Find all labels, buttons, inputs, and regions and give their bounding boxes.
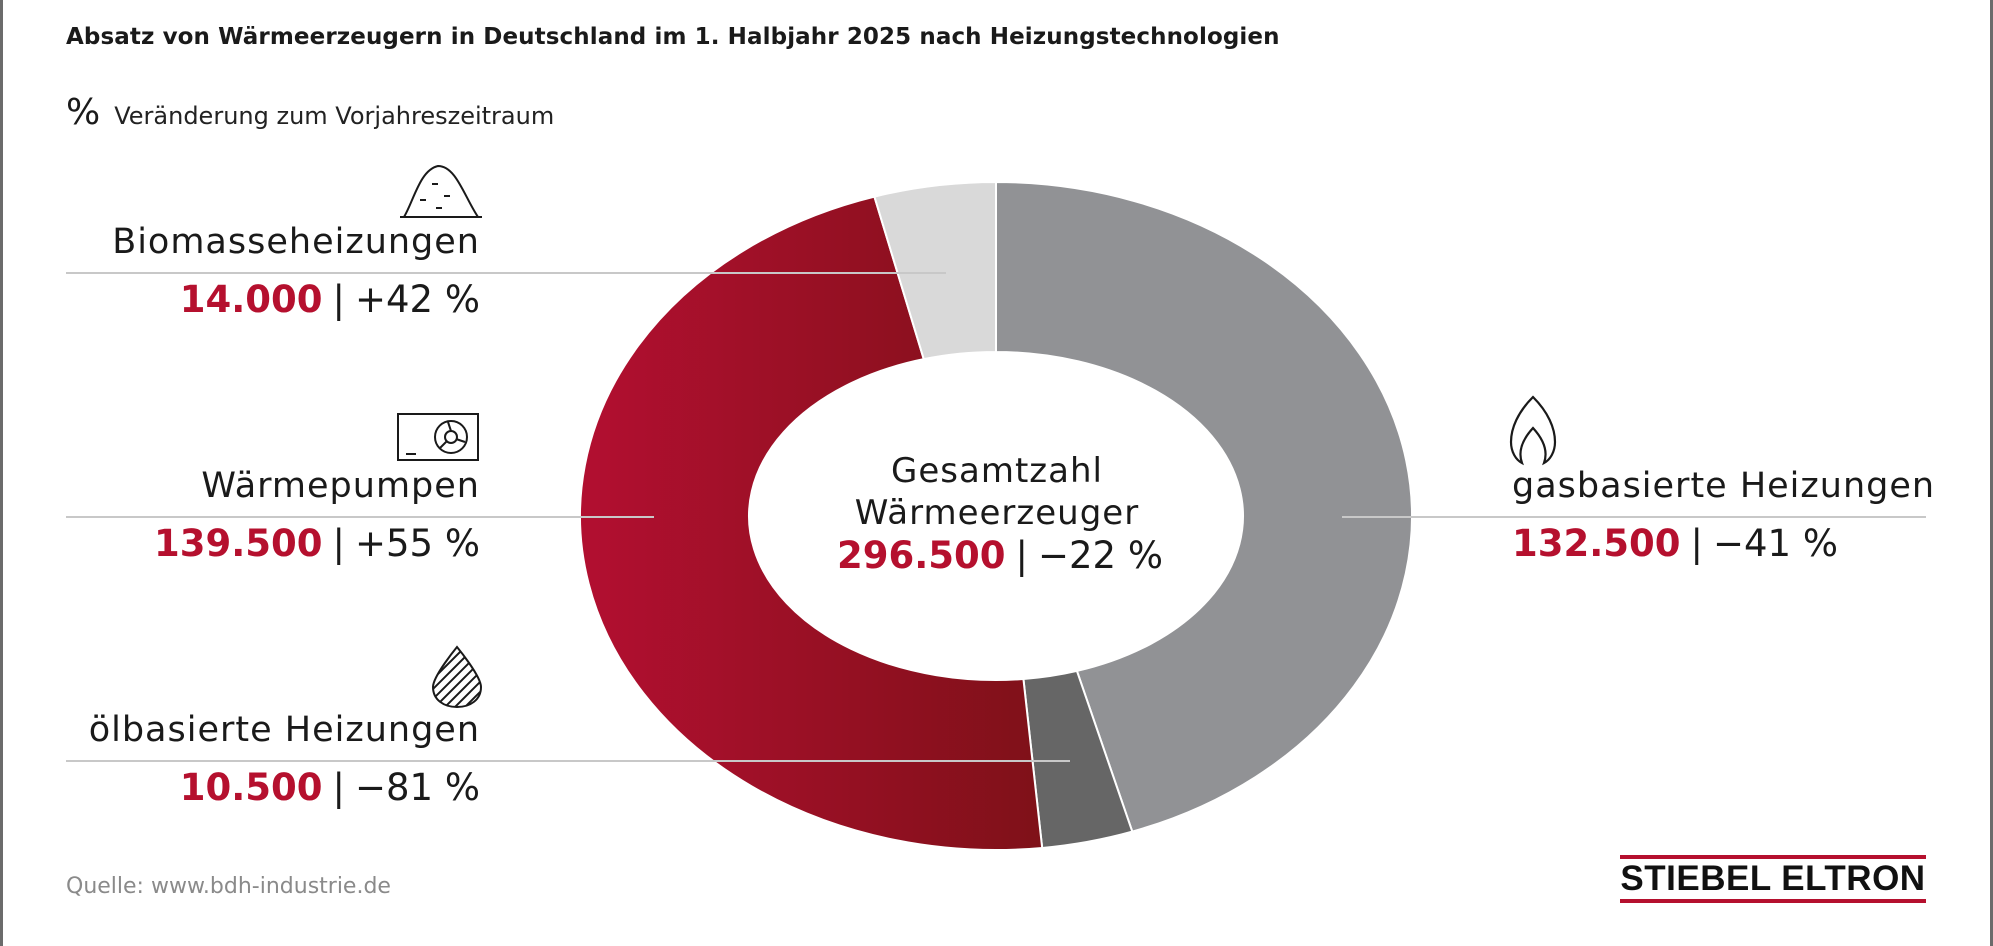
- value-change: −41 %: [1713, 522, 1839, 565]
- center-total-change: −22 %: [1038, 534, 1164, 577]
- legend-note-text: Veränderung zum Vorjahreszeitraum: [114, 102, 555, 130]
- logo-bar-bottom: [1620, 899, 1926, 903]
- center-line-1: Gesamtzahl: [891, 451, 1103, 491]
- value-separator: |: [1690, 522, 1703, 565]
- slice-gasbasierte-heizungen: [995, 180, 1413, 833]
- value-gasbasierte-heizungen: 132.500 | −41 %: [1512, 522, 1838, 565]
- value-biomasseheizungen: 14.000 | +42 %: [180, 278, 480, 321]
- center-total: 296.500 | −22 %: [837, 534, 1163, 577]
- center-total-number: 296.500: [837, 534, 1006, 577]
- value-number: 139.500: [153, 522, 323, 565]
- value-number: 10.500: [179, 766, 323, 809]
- wood-pile-icon: [400, 164, 482, 218]
- label-waermepumpen: Wärmepumpen: [201, 466, 480, 506]
- value-change: +55 %: [354, 522, 480, 565]
- center-line-2: Wärmeerzeuger: [854, 493, 1140, 533]
- label-gasbasierte-heizungen: gasbasierte Heizungen: [1512, 466, 1936, 506]
- rule-oil: [66, 760, 1070, 762]
- flame-icon: [1509, 395, 1557, 466]
- value-change: +42 %: [354, 278, 480, 321]
- label-biomasseheizungen: Biomasseheizungen: [112, 222, 480, 262]
- oil-drop-icon: [431, 645, 483, 709]
- value-number: 132.500: [1512, 522, 1681, 565]
- value-separator: |: [332, 278, 345, 321]
- legend-note: % Veränderung zum Vorjahreszeitraum: [66, 92, 554, 133]
- value-separator: |: [332, 522, 345, 565]
- value-separator: |: [332, 766, 345, 809]
- rule-biomass: [66, 272, 946, 274]
- percent-symbol: %: [66, 92, 101, 133]
- heat-pump-icon: [397, 413, 479, 461]
- brand-logo: STIEBEL ELTRON: [1620, 855, 1926, 903]
- label-oelbasierte-heizungen: ölbasierte Heizungen: [88, 710, 480, 750]
- logo-bar-top: [1620, 855, 1926, 859]
- slice-biomasseheizungen: [873, 180, 997, 361]
- source-note: Quelle: www.bdh-industrie.de: [66, 874, 391, 899]
- value-waermepumpen: 139.500 | +55 %: [154, 522, 480, 565]
- value-change: −81 %: [354, 766, 480, 809]
- logo-text: STIEBEL ELTRON: [1620, 859, 1926, 898]
- center-label: Gesamtzahl Wärmeerzeuger: [797, 450, 1197, 534]
- value-number: 14.000: [179, 278, 323, 321]
- slice-waermepumpen: [579, 195, 1044, 851]
- value-oelbasierte-heizungen: 10.500 | −81 %: [180, 766, 480, 809]
- rule-gas: [1342, 516, 1926, 518]
- chart-title: Absatz von Wärmeerzeugern in Deutschland…: [66, 24, 1280, 50]
- center-total-separator: |: [1015, 534, 1028, 577]
- rule-heatpump: [66, 516, 654, 518]
